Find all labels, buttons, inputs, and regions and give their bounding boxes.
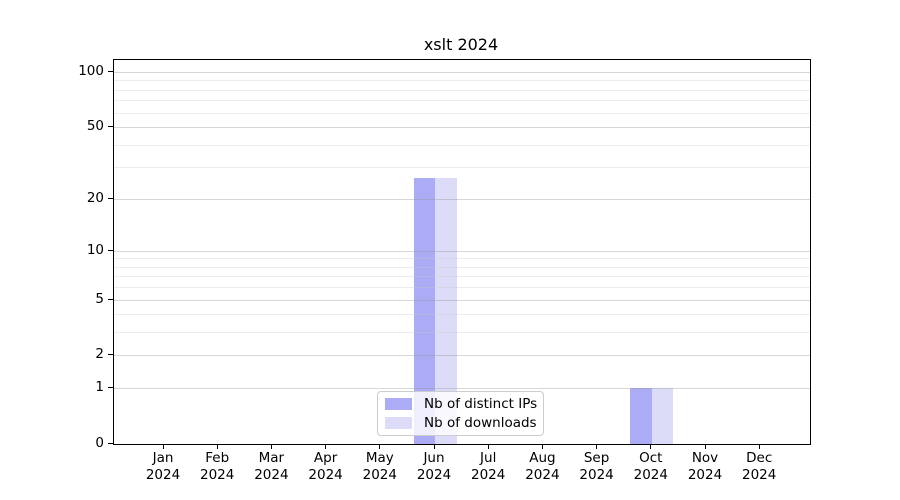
gridline-minor — [114, 258, 810, 260]
x-tick-label: Jun 2024 — [416, 450, 452, 483]
gridline-minor — [114, 89, 810, 91]
plot-area — [113, 59, 811, 445]
y-tick-mark — [108, 298, 113, 300]
legend: Nb of distinct IPs Nb of downloads — [377, 391, 544, 436]
gridline-minor — [114, 144, 810, 146]
x-tick-label: Oct 2024 — [633, 450, 668, 483]
x-tick-label: Feb 2024 — [200, 450, 235, 483]
gridline-major — [114, 127, 810, 129]
y-tick-label: 100 — [78, 63, 104, 79]
x-tick-mark — [325, 444, 327, 449]
chart-title: xslt 2024 — [423, 35, 499, 54]
gridline-minor — [114, 332, 810, 334]
legend-label-downloads: Nb of downloads — [424, 414, 537, 431]
gridline-minor — [114, 287, 810, 289]
gridline-minor — [114, 266, 810, 268]
y-tick-mark — [108, 249, 113, 251]
legend-swatch-downloads — [385, 416, 412, 429]
y-tick-label: 5 — [95, 290, 104, 307]
x-tick-label: Sep 2024 — [579, 450, 614, 483]
gridline-major — [114, 250, 810, 252]
y-tick-mark — [108, 443, 113, 444]
y-tick-label: 1 — [95, 379, 104, 396]
gridline-major — [114, 355, 810, 357]
bar-jun-downloads — [435, 178, 457, 444]
legend-entry-downloads: Nb of downloads — [385, 414, 537, 431]
y-tick-label: 0 — [95, 435, 104, 451]
gridline-major — [114, 198, 810, 200]
y-tick-mark — [108, 387, 113, 389]
x-tick-mark — [162, 444, 164, 449]
legend-entry-distinct-ips: Nb of distinct IPs — [385, 396, 538, 413]
x-tick-label: May 2024 — [362, 450, 397, 483]
bar-oct-downloads — [651, 388, 674, 444]
x-tick-mark — [758, 444, 760, 449]
x-tick-label: Jan 2024 — [145, 450, 181, 483]
gridline-minor — [114, 112, 810, 114]
gridline-minor — [114, 100, 810, 102]
x-tick-label: Dec 2024 — [742, 450, 777, 483]
gridline-minor — [114, 167, 810, 169]
x-tick-mark — [216, 444, 218, 449]
y-tick-label: 10 — [86, 241, 104, 258]
gridline-major — [114, 72, 810, 73]
x-tick-mark — [541, 444, 543, 449]
y-tick-mark — [108, 197, 113, 199]
bar-oct-distinct-ips — [630, 388, 652, 444]
y-tick-label: 50 — [86, 118, 104, 135]
x-tick-mark — [433, 444, 435, 449]
y-tick-mark — [108, 354, 113, 356]
y-tick-mark — [108, 126, 113, 128]
y-tick-label: 20 — [86, 189, 104, 206]
x-tick-mark — [596, 444, 598, 449]
legend-swatch-distinct-ips — [385, 398, 412, 411]
bar-jun-distinct-ips — [413, 178, 435, 444]
x-tick-mark — [379, 444, 381, 449]
gridline-major — [114, 388, 810, 390]
gridline-minor — [114, 276, 810, 278]
x-tick-mark — [704, 444, 706, 449]
y-tick-mark — [108, 71, 113, 72]
x-tick-label: Apr 2024 — [308, 450, 343, 483]
y-tick-label: 2 — [95, 346, 104, 363]
gridline-minor — [114, 80, 810, 82]
gridline-major — [114, 299, 810, 301]
legend-label-distinct-ips: Nb of distinct IPs — [424, 396, 538, 413]
x-tick-label: Jul 2024 — [471, 450, 506, 483]
x-tick-label: Aug 2024 — [525, 450, 560, 483]
x-tick-mark — [487, 444, 489, 449]
x-tick-label: Nov 2024 — [687, 450, 723, 483]
gridline-minor — [114, 314, 810, 316]
x-tick-label: Mar 2024 — [254, 450, 289, 483]
x-tick-mark — [270, 444, 272, 449]
x-tick-mark — [650, 444, 652, 449]
